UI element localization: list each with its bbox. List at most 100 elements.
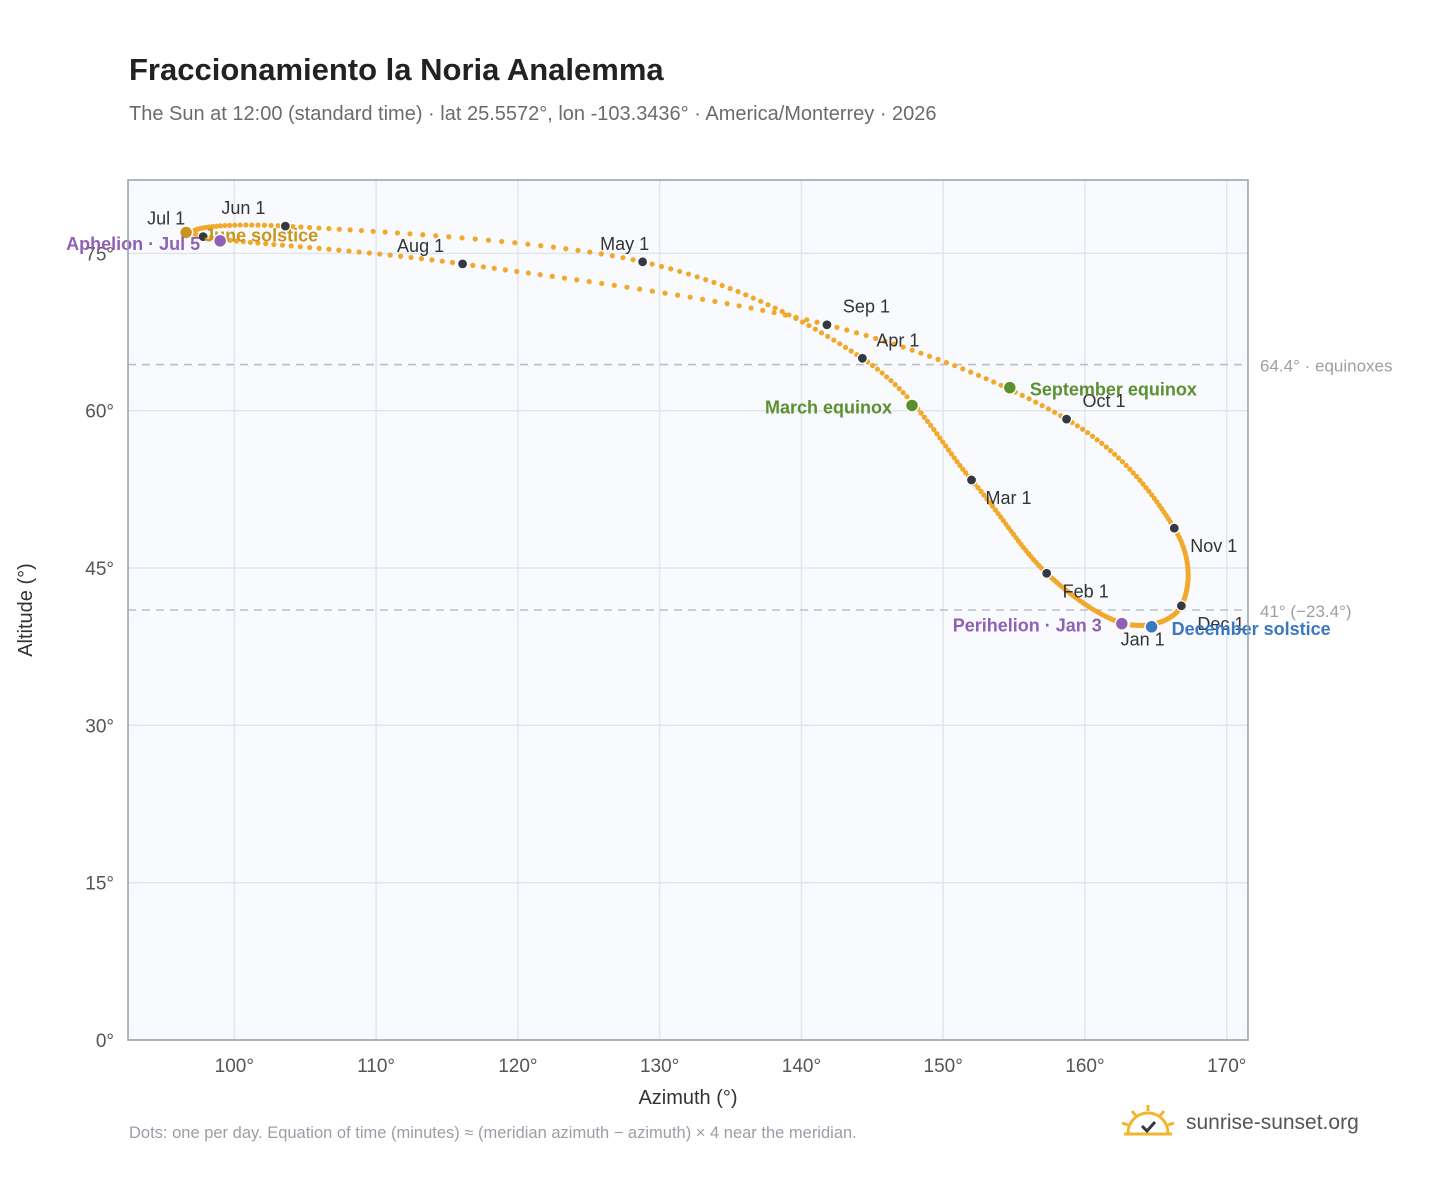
day-dot [1079, 426, 1086, 432]
y-tick-label: 60° [85, 402, 114, 423]
day-dot [1074, 423, 1081, 429]
day-dot [620, 255, 626, 261]
day-dot [649, 288, 655, 294]
day-dot [575, 247, 581, 253]
day-dot [307, 244, 313, 251]
day-dot [222, 223, 228, 229]
day-dot [771, 310, 777, 316]
event-label: Aphelion · Jul 5 [66, 234, 200, 254]
day-dot [609, 253, 615, 259]
day-dot [433, 233, 439, 239]
month-label: Nov 1 [1190, 536, 1237, 556]
day-dot [711, 279, 717, 286]
day-dot [934, 431, 940, 437]
day-dot [271, 241, 277, 248]
day-dot [237, 222, 243, 228]
x-tick-label: 110° [357, 1056, 395, 1077]
y-tick-label: 75° [85, 244, 114, 265]
x-tick-label: 120° [498, 1056, 537, 1077]
day-dot [512, 240, 518, 246]
day-dot [347, 227, 353, 233]
day-dot [316, 225, 322, 231]
day-dot [694, 274, 700, 280]
day-dot [719, 282, 725, 289]
day-dot [998, 382, 1004, 388]
day-dot [750, 295, 756, 301]
day-dot [429, 257, 435, 263]
day-dot [290, 223, 296, 230]
day-dot [377, 251, 383, 257]
event-marker [212, 233, 228, 249]
month-marker [965, 474, 978, 486]
day-dot [884, 374, 890, 380]
day-dot [960, 466, 966, 472]
month-marker [821, 319, 833, 331]
day-dot [1103, 444, 1109, 450]
day-dot [316, 245, 322, 251]
event-label: Perihelion · Jan 3 [953, 616, 1102, 636]
day-dot [675, 292, 681, 298]
day-dot [943, 443, 949, 449]
y-tick-label: 30° [85, 716, 114, 737]
day-dot [561, 275, 568, 281]
day-dot [874, 366, 881, 372]
day-dot [550, 244, 557, 250]
day-dot [275, 223, 281, 229]
day-dot [662, 290, 668, 296]
day-dot [703, 277, 709, 283]
x-axis-label: Azimuth (°) [638, 1087, 737, 1109]
day-dot [1140, 481, 1146, 487]
day-dot [760, 307, 766, 313]
month-label: May 1 [600, 234, 649, 254]
day-dot [685, 271, 692, 277]
day-dot [549, 273, 555, 279]
month-label: Apr 1 [876, 330, 919, 350]
day-dot [995, 510, 1001, 517]
day-dot [472, 236, 478, 242]
event-label: June solstice [204, 225, 318, 245]
day-dot [213, 223, 219, 229]
day-dot [420, 232, 426, 238]
day-dot [945, 447, 952, 453]
month-markers: Jan 1 Feb 1 Mar 1 Apr 1 May 1 Jun 1 Jul 1 Aug 1… [147, 198, 1244, 649]
day-dot [975, 484, 981, 491]
y-tick-label: 45° [85, 559, 114, 580]
day-dot [960, 366, 966, 372]
brand[interactable]: sunrise-sunset.org [1120, 1103, 1359, 1143]
month-marker [1175, 600, 1187, 612]
day-dot [992, 507, 999, 513]
day-dot [491, 265, 497, 271]
y-tick-label: 0° [96, 1031, 114, 1052]
sun-logo-icon [1121, 1105, 1175, 1136]
day-dot [748, 305, 754, 311]
day-dot [514, 268, 520, 275]
day-dot [900, 390, 906, 396]
day-dot [240, 239, 246, 245]
day-dot [307, 224, 313, 231]
day-dot [879, 370, 885, 376]
day-dot [586, 279, 592, 285]
day-dot [818, 330, 825, 336]
day-dot [297, 244, 303, 250]
day-dot [978, 488, 984, 494]
day-dot [806, 322, 812, 329]
day-dot [1149, 492, 1155, 498]
day-dot [963, 470, 969, 476]
event-marker [1144, 619, 1159, 635]
day-dot [1039, 402, 1045, 409]
chart-title: Fraccionamiento la Noria Analemma [129, 52, 664, 87]
day-dot [926, 353, 933, 359]
event-marker [1114, 616, 1130, 631]
day-dot [804, 317, 810, 323]
month-marker [637, 256, 649, 268]
day-dot [255, 222, 261, 228]
day-dot [948, 451, 954, 457]
brand-text[interactable]: sunrise-sunset.org [1186, 1111, 1359, 1134]
day-dot [227, 222, 233, 228]
day-dot [525, 270, 531, 276]
event-label: September equinox [1030, 380, 1197, 400]
day-dot [459, 235, 465, 241]
day-dot [987, 500, 993, 506]
day-dot [863, 332, 869, 339]
day-dot [844, 327, 850, 333]
